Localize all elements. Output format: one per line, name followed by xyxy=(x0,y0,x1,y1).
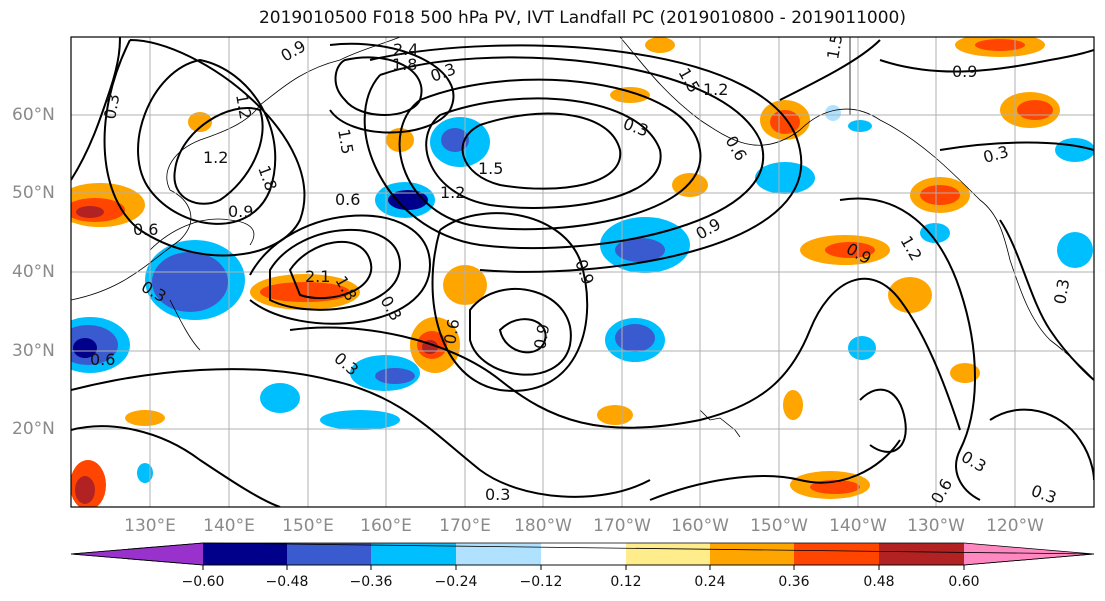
contour-label: 0.6 xyxy=(133,220,158,239)
colorbar-segment xyxy=(710,543,794,565)
lon-label: 120°W xyxy=(986,516,1044,536)
contour-label: 1.5 xyxy=(823,32,846,60)
pv-contours xyxy=(71,37,1094,507)
colorbar-segment xyxy=(879,543,964,565)
colorbar-tick-label: 0.24 xyxy=(694,574,726,590)
colorbar-tick-label: 0.36 xyxy=(778,574,810,590)
colorbar xyxy=(70,542,1095,570)
lat-label: 50°N xyxy=(12,183,55,203)
colorbar-tick-label: −0.12 xyxy=(519,574,563,590)
map-frame xyxy=(70,36,1095,508)
colorbar-segment xyxy=(371,543,456,565)
contour-label: 1.5 xyxy=(478,159,503,178)
contour-label: 0.6 xyxy=(440,317,463,345)
contour-label: 1.2 xyxy=(232,92,255,120)
lon-label: 130°E xyxy=(124,516,176,536)
colorbar-tick-label: 0.12 xyxy=(610,574,642,590)
lon-label: 180°W xyxy=(514,516,572,536)
lon-label: 170°W xyxy=(593,516,651,536)
lon-label: 150°W xyxy=(750,516,808,536)
contour-label: 0.3 xyxy=(1050,277,1073,305)
lat-label: 20°N xyxy=(12,419,55,439)
colorbar-tick-label: −0.36 xyxy=(349,574,393,590)
lon-label: 170°E xyxy=(439,516,491,536)
contour-label: 1.2 xyxy=(703,80,728,99)
colorbar-segment xyxy=(964,543,1094,565)
gridlines xyxy=(71,37,1094,507)
lon-label: 130°W xyxy=(907,516,965,536)
colorbar-tick-label: −0.48 xyxy=(265,574,309,590)
contour-label: 2.1 xyxy=(305,267,330,286)
colorbar-tick-label: 0.60 xyxy=(948,574,980,590)
contour-label: 0.9 xyxy=(952,62,977,81)
contour-labels: 0.9 2.4 1.8 0.3 1.5 1.2 0.3 0.6 0.9 1.5 … xyxy=(90,32,1073,507)
lon-label: 140°E xyxy=(203,516,255,536)
lon-label: 140°W xyxy=(829,516,887,536)
contour-label: 2.4 xyxy=(393,40,418,59)
lat-label: 40°N xyxy=(12,262,55,282)
lon-label: 160°W xyxy=(671,516,729,536)
contour-label: 0.3 xyxy=(485,485,510,504)
colorbar-tick-label: −0.60 xyxy=(181,574,225,590)
colorbar-segment xyxy=(287,543,371,565)
contour-label: 0.9 xyxy=(228,202,253,221)
contour-label: 0.3 xyxy=(100,92,123,120)
contour-label: 0.6 xyxy=(335,190,360,209)
colorbar-segment xyxy=(541,543,626,565)
colorbar-segment xyxy=(203,543,287,565)
lat-label: 60°N xyxy=(12,105,55,125)
contour-label: 1.5 xyxy=(334,127,357,155)
colorbar-segment xyxy=(71,543,203,565)
contour-label: 1.2 xyxy=(440,183,465,202)
lon-label: 150°E xyxy=(282,516,334,536)
contour-label: 0.9 xyxy=(530,322,553,350)
colorbar-segment xyxy=(626,543,710,565)
colorbar-tick-label: −0.24 xyxy=(434,574,478,590)
lat-label: 30°N xyxy=(12,341,55,361)
contour-label: 1.2 xyxy=(203,148,228,167)
contour-label: 1.8 xyxy=(392,55,417,74)
positive-anomaly-shading xyxy=(71,37,1060,507)
colorbar-tick-label: 0.48 xyxy=(863,574,895,590)
lon-label: 160°E xyxy=(360,516,412,536)
chart-title: 2019010500 F018 500 hPa PV, IVT Landfall… xyxy=(258,8,906,28)
contour-label: 0.6 xyxy=(90,350,115,369)
colorbar-segment xyxy=(794,543,879,565)
colorbar-segment xyxy=(456,543,541,565)
